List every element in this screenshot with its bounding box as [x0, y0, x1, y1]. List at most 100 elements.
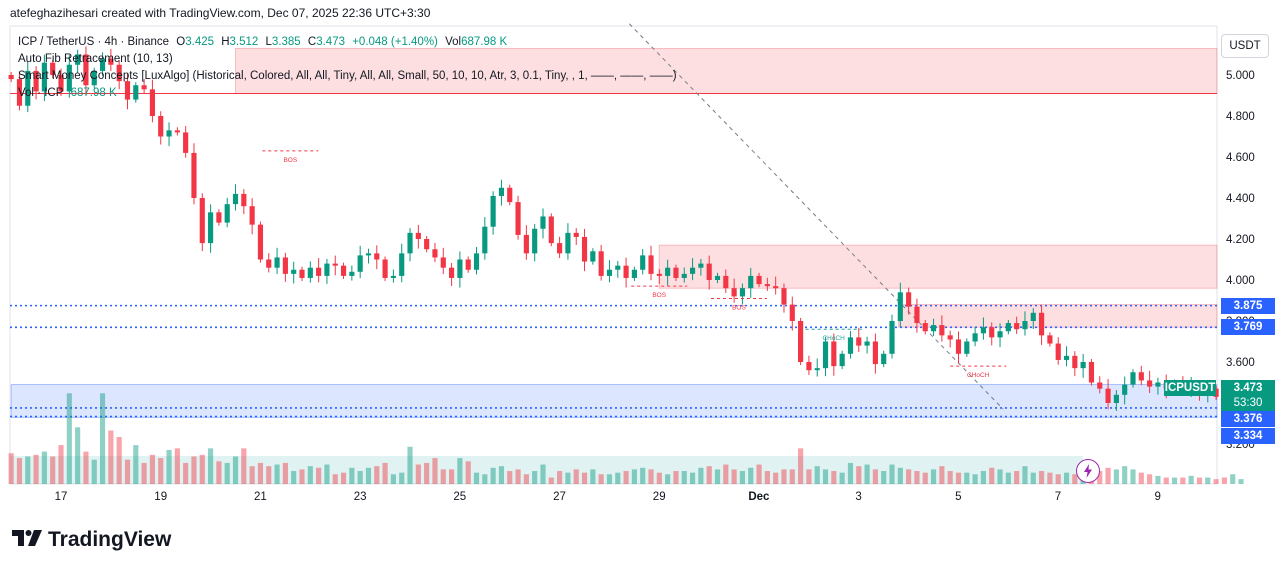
volume-bar — [1189, 476, 1194, 484]
author-line: atefeghazihesari created with TradingVie… — [10, 6, 430, 20]
candle-body — [831, 342, 836, 367]
volume-bar — [416, 465, 421, 484]
candle-body — [349, 272, 354, 276]
candle-body — [582, 237, 587, 262]
volume-bar — [142, 463, 147, 484]
volume-bar — [108, 431, 113, 484]
indicator-fib[interactable]: Auto Fib Retracement (10, 13) — [18, 51, 677, 68]
candle-body — [690, 268, 695, 274]
candle-body — [997, 331, 1002, 337]
volume-bar — [690, 473, 695, 484]
volume-bar — [457, 458, 462, 484]
candle-body — [1139, 372, 1144, 380]
volume-bar — [665, 474, 670, 484]
volume-bar — [449, 469, 454, 484]
x-tick-label: 21 — [254, 491, 267, 503]
volume-bar — [291, 471, 296, 484]
candle-body — [391, 276, 396, 278]
volume-bar — [790, 469, 795, 484]
candle-body — [1014, 323, 1019, 329]
volume-bar — [973, 474, 978, 484]
x-tick-label: 25 — [453, 491, 466, 503]
volume-bar — [391, 474, 396, 484]
candle-body — [856, 337, 861, 345]
candle-body — [973, 333, 978, 341]
volume-bar — [399, 473, 404, 484]
candle-body — [333, 264, 338, 266]
indicator-volume[interactable]: Vol · ICP 687.98 K — [18, 85, 677, 102]
candle-body — [698, 264, 703, 268]
x-tick-label: 23 — [354, 491, 367, 503]
symbol-label[interactable]: ICP / TetherUS · 4h · Binance — [18, 36, 169, 48]
volume-bar — [682, 471, 687, 484]
volume-bar — [956, 473, 961, 484]
volume-bar — [75, 427, 80, 484]
candle-body — [648, 255, 653, 273]
candle-body — [590, 251, 595, 261]
lightning-icon[interactable] — [1076, 459, 1100, 483]
candle-body — [158, 116, 163, 137]
indicator-smc[interactable]: Smart Money Concepts [LuxAlgo] (Historic… — [18, 68, 677, 85]
volume-bar — [407, 447, 412, 484]
candle-body — [1006, 323, 1011, 331]
volume-bar — [914, 471, 919, 484]
volume-bar — [9, 453, 14, 484]
structure-label: BOS — [652, 292, 666, 299]
candle-body — [1056, 344, 1061, 360]
candle-body — [324, 264, 329, 276]
demand-zone — [11, 385, 1217, 418]
candle-body — [532, 229, 537, 254]
candle-body — [865, 342, 870, 346]
candle-body — [9, 75, 14, 79]
candle-body — [889, 321, 894, 354]
volume-bar — [607, 474, 612, 484]
volume-bar — [17, 458, 22, 484]
candle-body — [964, 342, 969, 354]
bar-countdown: 53:30 — [1221, 395, 1275, 411]
tradingview-footer[interactable]: TradingView — [12, 528, 171, 552]
volume-bar — [183, 463, 188, 484]
structure-label: CHoCH — [967, 372, 990, 379]
volume-bar — [299, 469, 304, 484]
volume-bar — [83, 452, 88, 484]
volume-label: Vol — [445, 36, 461, 48]
candle-body — [474, 253, 479, 269]
volume-bar — [781, 469, 786, 484]
volume-bar — [42, 452, 47, 484]
candle-body — [1122, 385, 1127, 395]
volume-bar — [283, 463, 288, 484]
volume-bar — [1006, 473, 1011, 484]
candle-body — [200, 198, 205, 243]
x-tick-label: 7 — [1055, 491, 1061, 503]
candle-body — [1022, 321, 1027, 329]
ohlc-row[interactable]: ICP / TetherUS · 4h · Binance O3.425 H3.… — [18, 34, 677, 51]
currency-button[interactable]: USDT — [1221, 34, 1269, 58]
candle-body — [848, 337, 853, 353]
candle-body — [624, 266, 629, 278]
volume-bar — [632, 469, 637, 484]
change-value: +0.048 (+1.40%) — [352, 36, 438, 48]
price-tag-3334: 3.334 — [1221, 428, 1275, 444]
volume-bar — [964, 473, 969, 484]
volume-bar — [565, 473, 570, 484]
volume-bar — [383, 463, 388, 484]
candle-body — [840, 354, 845, 366]
candle-body — [432, 249, 437, 257]
x-tick-label: 19 — [154, 491, 167, 503]
volume-bar — [707, 466, 712, 484]
volume-bar — [1222, 478, 1227, 484]
candle-body — [665, 268, 670, 276]
volume-bar — [540, 465, 545, 484]
volume-bar — [474, 473, 479, 484]
candle-body — [931, 325, 936, 331]
volume-bar — [1039, 471, 1044, 484]
candle-body — [1089, 362, 1094, 383]
y-tick-label: 4.000 — [1226, 275, 1255, 287]
volume-bar — [898, 468, 903, 484]
x-tick-label: 5 — [955, 491, 961, 503]
candle-body — [715, 276, 720, 280]
candle-body — [740, 288, 745, 296]
candle-body — [732, 288, 737, 296]
volume-bar — [657, 473, 662, 484]
x-tick-label: 29 — [653, 491, 666, 503]
